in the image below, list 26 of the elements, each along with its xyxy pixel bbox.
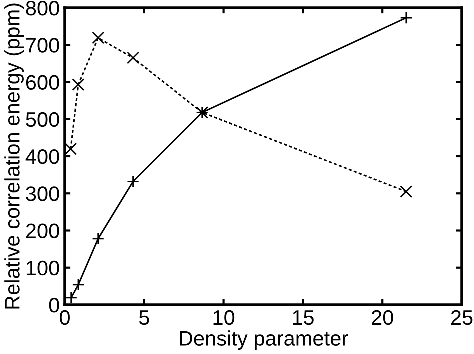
- y-tick-label: 300: [26, 186, 60, 202]
- y-tick-label: 0: [49, 298, 60, 313]
- point: [65, 292, 78, 304]
- x-tick-label: 5: [139, 310, 150, 326]
- y-tick-label: 500: [26, 112, 60, 128]
- x-tick-label: 20: [372, 310, 394, 326]
- point: [72, 278, 85, 292]
- point: [65, 142, 78, 156]
- point: [92, 32, 105, 44]
- y-tick-label: 400: [26, 150, 60, 164]
- point: [400, 12, 413, 24]
- y-tick-label: 100: [26, 260, 60, 276]
- x-tick-label: 10: [214, 310, 235, 326]
- x-tick-label: 0: [60, 310, 70, 326]
- point: [400, 186, 413, 198]
- point: [72, 78, 85, 92]
- point: [92, 232, 105, 246]
- y-tick-label: 800: [26, 1, 60, 16]
- x-tick-label: 15: [293, 310, 314, 326]
- x-tick-label: 25: [451, 310, 473, 326]
- x-axis-title: Density parameter: [180, 330, 348, 350]
- y-tick-label: 700: [26, 38, 60, 53]
- point: [127, 52, 140, 64]
- y-axis-title: Relative correlation energy (ppm): [4, 4, 24, 309]
- y-tick-label: 200: [26, 224, 60, 239]
- y-tick-label: 600: [26, 75, 60, 90]
